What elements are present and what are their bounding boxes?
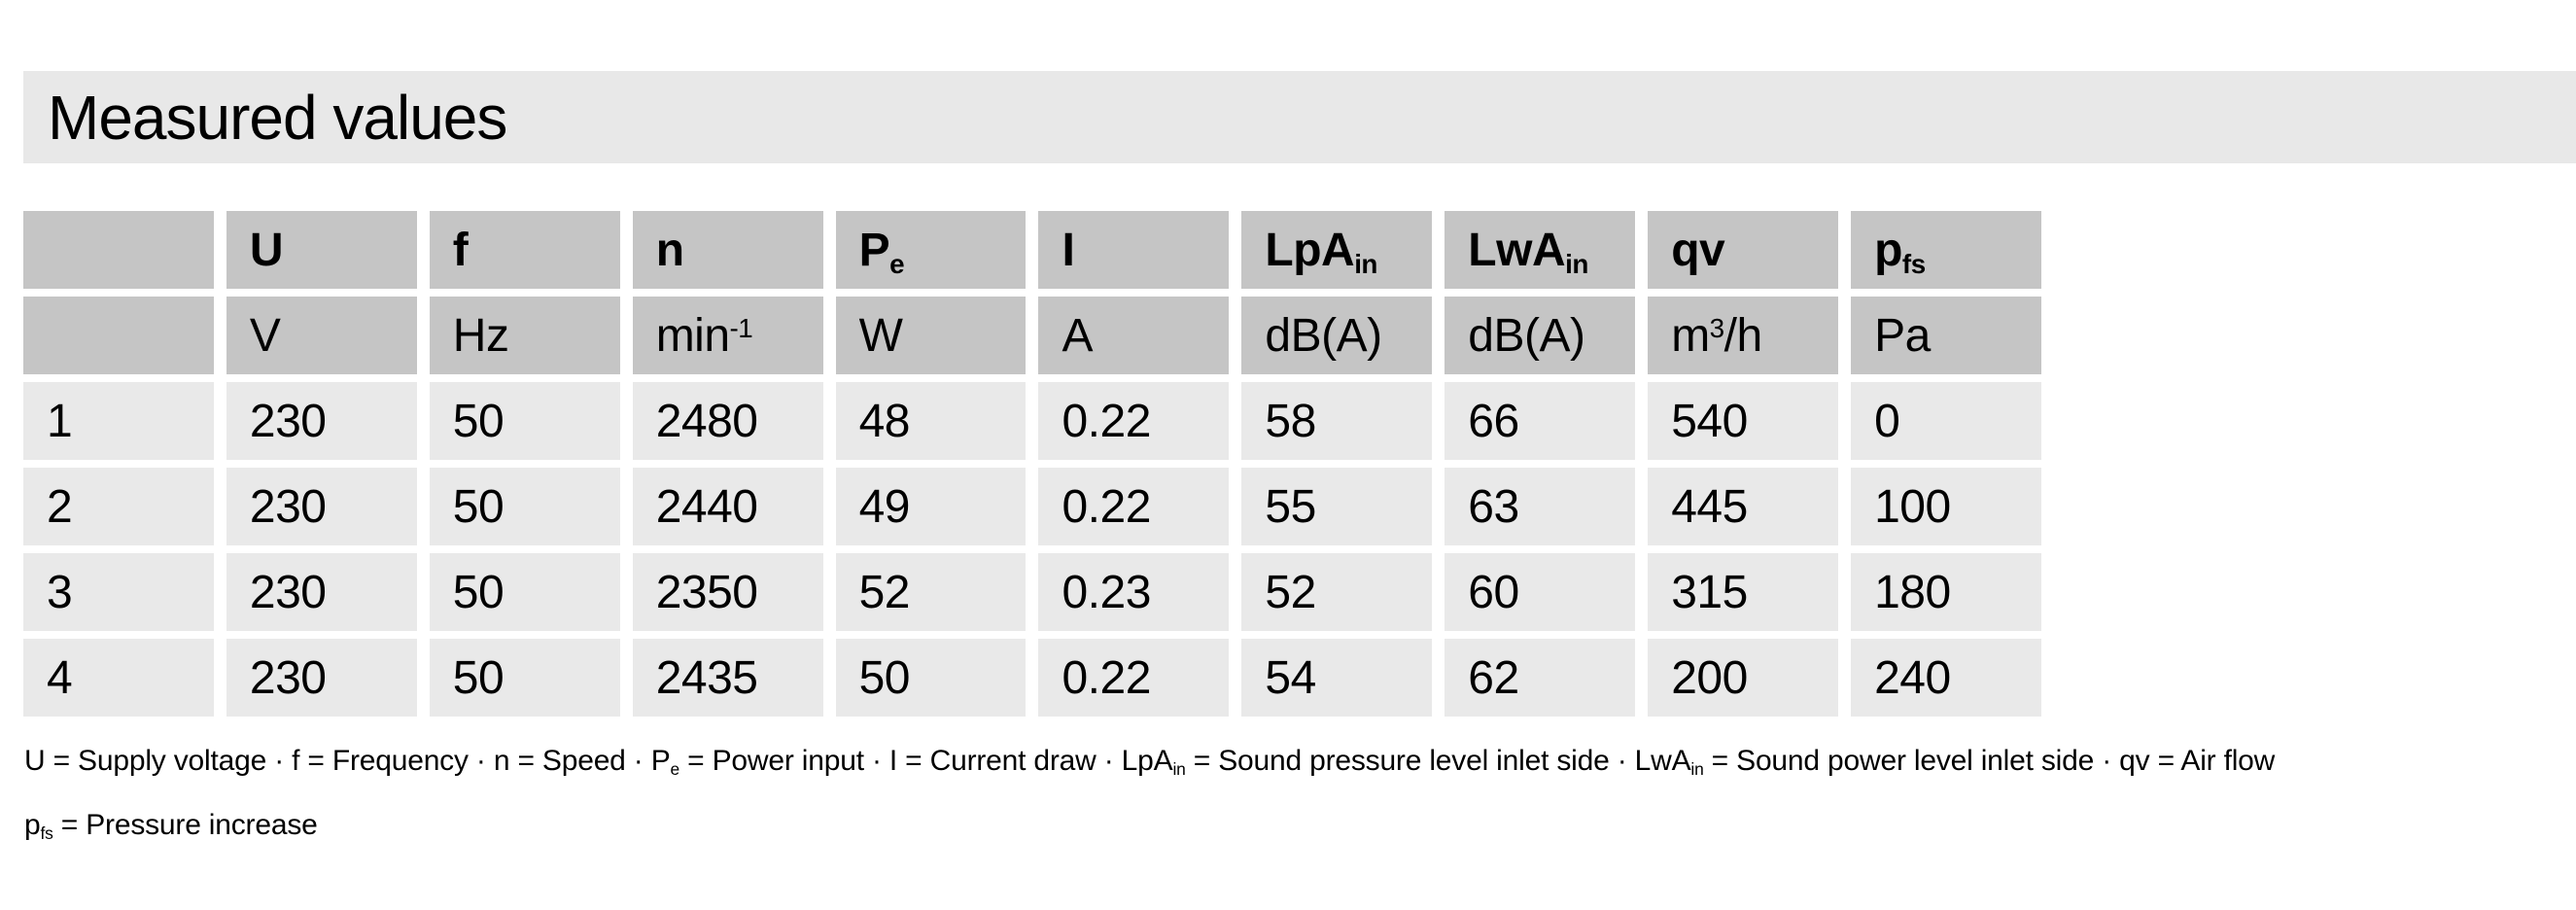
table-cell: 50 <box>429 382 620 460</box>
table-cell: 50 <box>429 639 620 717</box>
table-cell: 0.22 <box>1038 639 1230 717</box>
table-cell: 48 <box>835 382 1027 460</box>
table-cell: 2480 <box>632 382 823 460</box>
table-cell: 49 <box>835 468 1027 545</box>
row-label: 2 <box>23 468 214 545</box>
legend-line-1: U = Supply voltage · f = Frequency · n =… <box>24 745 2276 779</box>
table-cell: 63 <box>1445 468 1636 545</box>
col-unit-air-flow: m3/h <box>1648 297 1839 374</box>
table-cell: 315 <box>1648 553 1839 631</box>
col-unit-blank <box>23 297 214 374</box>
table-cell: 2435 <box>632 639 823 717</box>
col-unit-pressure-increase: Pa <box>1851 297 2041 374</box>
table-cell: 50 <box>429 468 620 545</box>
table-cell: 180 <box>1851 553 2041 631</box>
section-title: Measured values <box>48 82 507 153</box>
legend: U = Supply voltage · f = Frequency · n =… <box>24 729 2566 858</box>
col-unit-sound-pressure: dB(A) <box>1241 297 1433 374</box>
col-header-voltage: U <box>226 211 417 289</box>
col-header-power-input: Pe <box>835 211 1027 289</box>
row-label: 1 <box>23 382 214 460</box>
col-header-sound-pressure: LpAin <box>1241 211 1433 289</box>
row-label: 4 <box>23 639 214 717</box>
table-cell: 55 <box>1241 468 1433 545</box>
table-cell: 60 <box>1445 553 1636 631</box>
table-cell: 2440 <box>632 468 823 545</box>
table-cell: 240 <box>1851 639 2041 717</box>
table-cell: 0 <box>1851 382 2041 460</box>
table-cell: 54 <box>1241 639 1433 717</box>
table-cell: 2350 <box>632 553 823 631</box>
section-title-band: Measured values <box>23 71 2576 163</box>
table-cell: 50 <box>429 553 620 631</box>
table-cell: 0.23 <box>1038 553 1230 631</box>
table-cell: 0.22 <box>1038 382 1230 460</box>
col-header-current: I <box>1038 211 1230 289</box>
table-cell: 540 <box>1648 382 1839 460</box>
col-unit-voltage: V <box>226 297 417 374</box>
table-cell: 230 <box>226 639 417 717</box>
col-unit-speed: min-1 <box>632 297 823 374</box>
col-header-blank <box>23 211 214 289</box>
table-cell: 230 <box>226 468 417 545</box>
table-cell: 52 <box>1241 553 1433 631</box>
measured-values-table: U f n Pe I LpAin LwAin qv pfs V Hz min-1… <box>23 211 2041 717</box>
table-cell: 52 <box>835 553 1027 631</box>
col-header-pressure-increase: pfs <box>1851 211 2041 289</box>
col-header-sound-power: LwAin <box>1445 211 1636 289</box>
col-unit-sound-power: dB(A) <box>1445 297 1636 374</box>
col-unit-power-input: W <box>835 297 1027 374</box>
table-cell: 100 <box>1851 468 2041 545</box>
col-header-speed: n <box>632 211 823 289</box>
col-unit-current: A <box>1038 297 1230 374</box>
table-cell: 230 <box>226 553 417 631</box>
table-cell: 58 <box>1241 382 1433 460</box>
col-header-air-flow: qv <box>1648 211 1839 289</box>
row-label: 3 <box>23 553 214 631</box>
table-cell: 0.22 <box>1038 468 1230 545</box>
col-header-frequency: f <box>429 211 620 289</box>
table-cell: 200 <box>1648 639 1839 717</box>
table-cell: 62 <box>1445 639 1636 717</box>
legend-line-2: pfs = Pressure increase <box>24 809 318 843</box>
table-cell: 66 <box>1445 382 1636 460</box>
table-cell: 50 <box>835 639 1027 717</box>
table-cell: 230 <box>226 382 417 460</box>
col-unit-frequency: Hz <box>429 297 620 374</box>
table-cell: 445 <box>1648 468 1839 545</box>
